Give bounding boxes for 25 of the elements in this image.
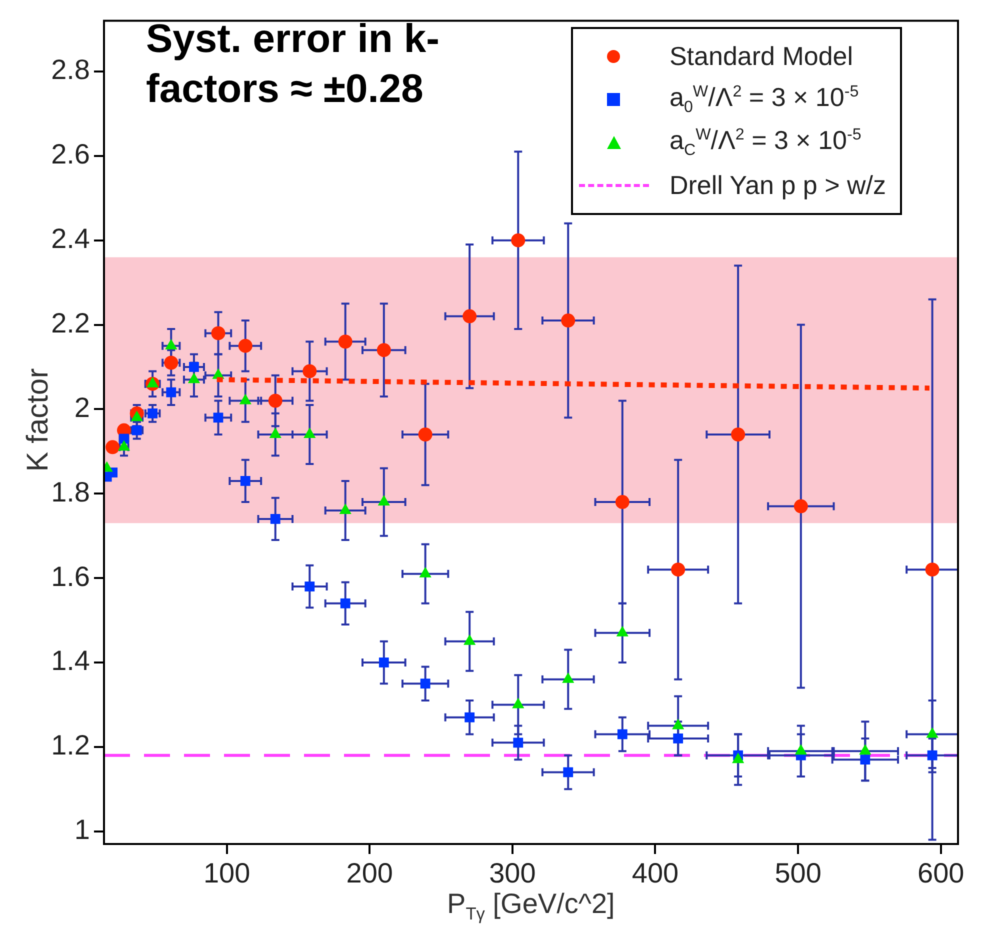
x-axis-title: P$_{T}$$_{γ}$ [GeV/c^2] (447, 888, 615, 925)
y-tick-label: 2 (74, 392, 90, 423)
legend-label: Drell Yan p p > w/z (669, 170, 886, 201)
x-tick-label: 600 (918, 858, 964, 889)
x-tick-label: 200 (346, 858, 393, 889)
y-axis-title: K factor (21, 368, 56, 472)
x-tick-label: 500 (774, 858, 822, 889)
legend-label: a$_{C}$$^{W}$/Λ$^{2}$ = 3 × 10$^{-5}$ (669, 124, 862, 160)
x-tick-label: 400 (632, 858, 679, 889)
y-tick-label: 1.8 (51, 476, 90, 508)
y-tick-label: 2.6 (51, 138, 90, 170)
x-tick-label: 300 (489, 858, 536, 889)
y-tick-label: 1.2 (51, 730, 90, 761)
legend-label: Standard Model (669, 41, 854, 72)
annotation: Syst. error in k-factors ≈ ±0.28 (146, 16, 440, 113)
x-tick-label: 100 (203, 858, 250, 889)
y-tick-label: 1.4 (51, 645, 90, 676)
y-tick-label: 2.4 (51, 223, 90, 254)
point (130, 410, 143, 422)
point (106, 440, 120, 454)
y-tick-label: 2.2 (51, 307, 90, 338)
y-tick-label: 1 (74, 814, 90, 846)
y-tick-label: 1.6 (51, 560, 90, 592)
y-tick-label: 2.8 (51, 54, 90, 86)
legend-label: a$_{0}$$^{W}$/Λ$^{2}$ = 3 × 10$^{-5}$ (669, 82, 859, 118)
